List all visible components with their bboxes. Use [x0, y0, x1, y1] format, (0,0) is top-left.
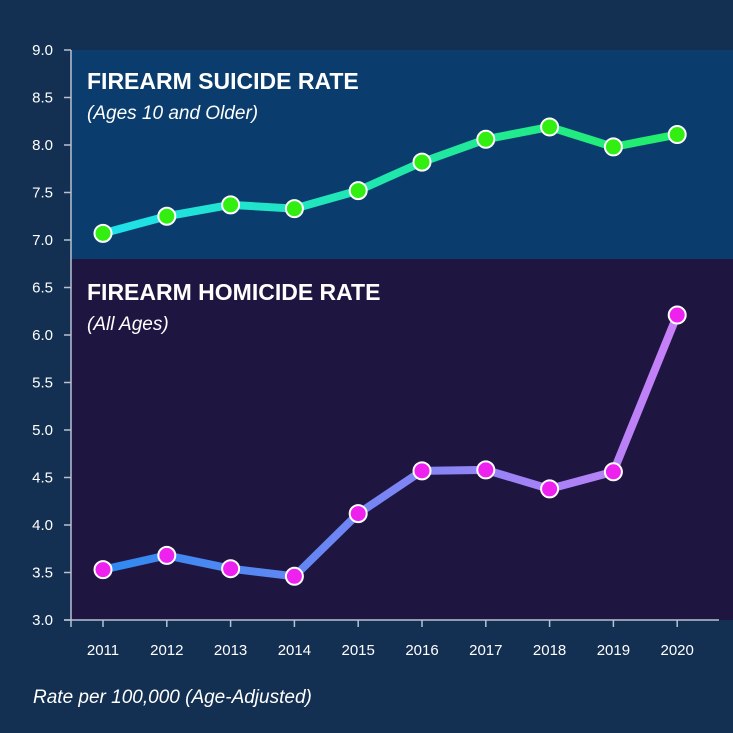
homicide-rate-point [221, 559, 241, 579]
x-tick-label: 2015 [342, 642, 375, 659]
y-tick-label: 3.0 [32, 612, 53, 629]
suicide-rate-point [284, 199, 304, 219]
homicide-rate-point [412, 461, 432, 481]
y-tick-label: 7.0 [32, 232, 53, 249]
y-tick-label: 6.5 [32, 280, 53, 297]
x-tick-label: 2014 [278, 642, 311, 659]
suicide-panel [71, 50, 733, 259]
y-tick-label: 9.0 [32, 42, 53, 59]
homicide-rate-point [540, 479, 560, 499]
suicide-panel-subtitle: (Ages 10 and Older) [87, 103, 258, 124]
y-tick-label: 7.5 [32, 185, 53, 202]
homicide-rate-point [157, 545, 177, 565]
homicide-rate-point [284, 566, 304, 586]
y-tick-label: 8.5 [32, 90, 53, 107]
suicide-rate-point [157, 206, 177, 226]
suicide-rate-point [667, 125, 687, 145]
suicide-rate-point [476, 129, 496, 149]
y-tick-label: 5.5 [32, 375, 53, 392]
homicide-panel-subtitle: (All Ages) [87, 314, 169, 335]
suicide-panel-title: FIREARM SUICIDE RATE [87, 68, 359, 94]
suicide-rate-point [540, 117, 560, 137]
suicide-rate-point [221, 195, 241, 215]
homicide-rate-point [93, 560, 113, 580]
x-tick-label: 2017 [469, 642, 502, 659]
homicide-panel-title: FIREARM HOMICIDE RATE [87, 279, 380, 305]
homicide-rate-line [99, 311, 682, 581]
y-tick-label: 4.5 [32, 470, 53, 487]
x-tick-label: 2011 [87, 642, 119, 659]
x-tick-label: 2019 [597, 642, 630, 659]
suicide-rate-line [99, 122, 682, 238]
footnote: Rate per 100,000 (Age-Adjusted) [33, 687, 312, 708]
y-tick-label: 6.0 [32, 327, 53, 344]
suicide-rate-point [348, 181, 368, 201]
homicide-panel [71, 259, 733, 620]
x-tick-label: 2012 [150, 642, 183, 659]
homicide-rate-point [603, 462, 623, 482]
x-tick-label: 2013 [214, 642, 247, 659]
y-tick-label: 3.5 [32, 565, 53, 582]
suicide-rate-point [93, 223, 113, 243]
x-tick-label: 2020 [661, 642, 694, 659]
y-tick-label: 5.0 [32, 422, 53, 439]
x-tick-label: 2016 [405, 642, 438, 659]
x-tick-label: 2018 [533, 642, 566, 659]
y-tick-label: 8.0 [32, 137, 53, 154]
homicide-rate-point [667, 305, 687, 325]
suicide-rate-point [603, 137, 623, 157]
homicide-rate-point [476, 460, 496, 480]
y-tick-label: 4.0 [32, 517, 53, 534]
suicide-rate-point [412, 152, 432, 172]
homicide-rate-point [348, 504, 368, 524]
